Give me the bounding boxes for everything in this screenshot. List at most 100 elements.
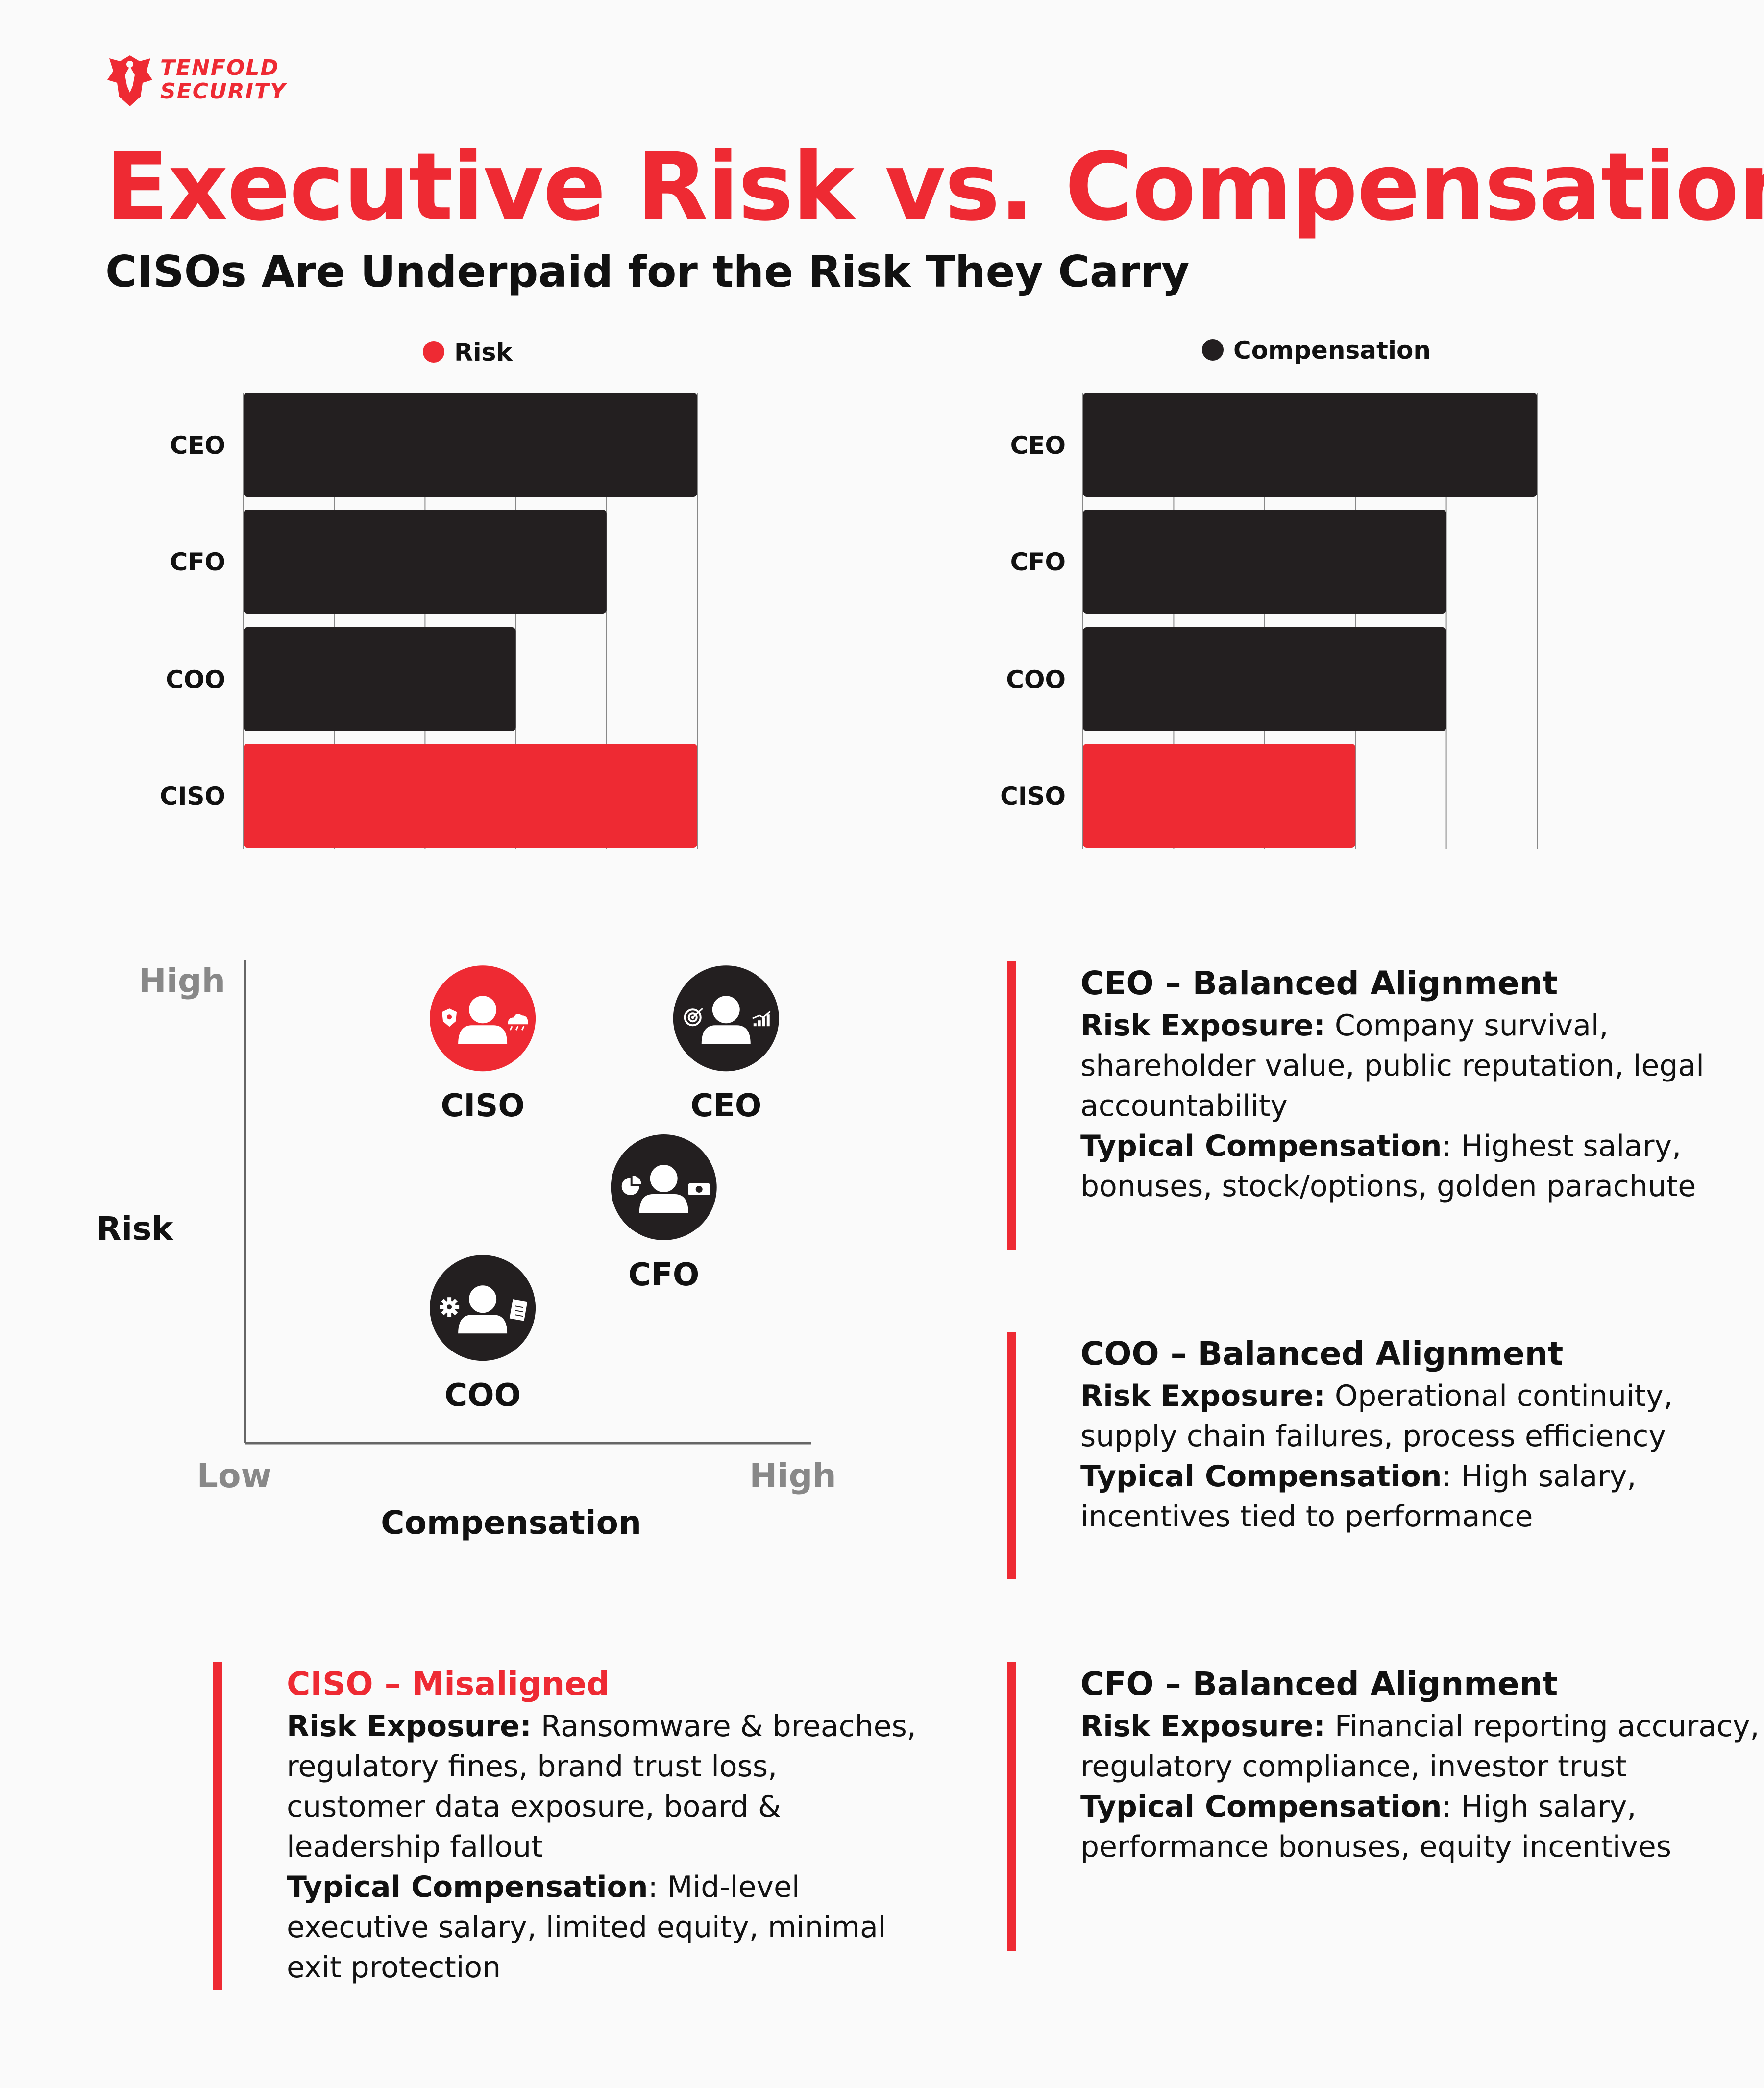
category-label-ceo: CEO xyxy=(170,431,225,460)
coo-card-risk: Risk Exposure: Operational continuity, s… xyxy=(1080,1379,1673,1453)
bar-chart-risk: Risk CEO CFO COO CISO xyxy=(160,338,698,849)
legend-label: Compensation xyxy=(1233,336,1431,365)
cash-icon xyxy=(688,1183,710,1195)
point-label-coo: COO xyxy=(444,1377,521,1414)
phoenix-shield-icon xyxy=(107,55,152,106)
point-ceo: CEO xyxy=(673,965,779,1124)
cloud-icon xyxy=(508,1014,528,1031)
growth-bar xyxy=(766,1014,770,1027)
point-ciso: CISO xyxy=(430,965,536,1124)
y-axis-high-label: High xyxy=(139,962,225,1001)
card-accent-bar xyxy=(213,1662,222,1990)
risk-compensation-scatter: High Risk Low High Compensation CISO CEO CFO COO xyxy=(97,960,836,1542)
point-cfo: CFO xyxy=(611,1134,717,1293)
category-label-ceo: CEO xyxy=(1010,431,1066,460)
category-label-cfo: CFO xyxy=(1010,548,1066,576)
page-title: Executive Risk vs. Compensation xyxy=(105,133,1764,241)
bar-charts: Risk CEO CFO COO CISO Compensation CEO CFO COO CI… xyxy=(160,336,1538,849)
point-coo: COO xyxy=(430,1255,536,1414)
x-axis-high-label: High xyxy=(749,1457,836,1496)
growth-bar xyxy=(753,1023,757,1027)
gear-icon xyxy=(440,1297,460,1317)
category-label-coo: COO xyxy=(166,665,225,694)
point-label-ciso: CISO xyxy=(441,1088,524,1124)
card-accent-bar xyxy=(1007,1332,1016,1579)
ciso-card: CISO – Misaligned Risk Exposure: Ransomw… xyxy=(213,1662,924,1990)
ceo-card-compensation: Typical Compensation: Highest salary, bo… xyxy=(1080,1129,1696,1204)
document-line xyxy=(514,1305,523,1308)
category-label-coo: COO xyxy=(1006,665,1066,694)
cfo-card-heading: CFO – Balanced Alignment xyxy=(1080,1665,1558,1703)
pie-slice xyxy=(621,1177,639,1195)
target-icon xyxy=(684,1008,703,1027)
shield-dot xyxy=(447,1014,452,1020)
cloud-shape xyxy=(508,1014,528,1025)
point-label-ceo: CEO xyxy=(690,1088,761,1124)
coo-card: COO – Balanced Alignment Risk Exposure: … xyxy=(1007,1332,1764,1579)
cfo-card-risk: Risk Exposure: Financial reporting accur… xyxy=(1080,1709,1760,1784)
card-accent-bar xyxy=(1007,1662,1016,1951)
cash-coin xyxy=(695,1185,703,1193)
person-icon xyxy=(469,1285,497,1313)
gear-hole xyxy=(447,1304,452,1310)
bar-ciso xyxy=(1083,744,1356,848)
cloud-rain xyxy=(509,1026,513,1031)
point-label-cfo: CFO xyxy=(628,1257,699,1293)
growth-chart-icon xyxy=(752,1011,771,1027)
legend: Compensation xyxy=(1202,336,1431,365)
ceo-card: CEO – Balanced Alignment Risk Exposure: … xyxy=(1007,961,1764,1250)
growth-line xyxy=(752,1011,771,1019)
brand-logo: TENFOLD SECURITY xyxy=(105,51,331,110)
person-icon xyxy=(469,996,497,1024)
cloud-rain xyxy=(521,1026,525,1031)
legend-swatch xyxy=(423,341,444,363)
legend-label: Risk xyxy=(454,338,513,367)
shield-icon xyxy=(442,1008,457,1027)
bar-ceo xyxy=(1083,393,1537,497)
bar-cfo xyxy=(244,510,607,614)
x-axis-low-label: Low xyxy=(197,1457,272,1496)
target-ring xyxy=(687,1012,698,1023)
gear-tooth xyxy=(447,1297,452,1302)
card-accent-bar xyxy=(1007,961,1016,1250)
bar-ciso xyxy=(244,744,697,848)
document-icon xyxy=(509,1299,528,1321)
document-line xyxy=(514,1310,523,1313)
ciso-card-heading: CISO – Misaligned xyxy=(287,1665,610,1703)
ciso-card-compensation: Typical Compensation: Mid-level executiv… xyxy=(287,1870,886,1985)
category-label-ciso: CISO xyxy=(160,782,225,811)
person-body xyxy=(458,1025,508,1044)
gear-tooth xyxy=(447,1312,452,1317)
pie-slice xyxy=(632,1175,641,1184)
target-ring xyxy=(684,1008,702,1027)
legend-swatch xyxy=(1202,339,1224,361)
category-label-cfo: CFO xyxy=(170,548,225,576)
logo-text-line2: SECURITY xyxy=(160,79,287,104)
coo-card-compensation: Typical Compensation: High salary, incen… xyxy=(1080,1459,1637,1534)
logo-text-line1: TENFOLD xyxy=(160,55,279,80)
person-icon xyxy=(712,996,740,1024)
growth-bar xyxy=(762,1017,765,1027)
page-subtitle: CISOs Are Underpaid for the Risk They Ca… xyxy=(105,246,1190,297)
person-icon xyxy=(650,1164,678,1192)
coo-card-heading: COO – Balanced Alignment xyxy=(1080,1335,1564,1373)
bar-cfo xyxy=(1083,510,1446,614)
cloud-rain xyxy=(515,1026,519,1031)
legend: Risk xyxy=(423,338,513,367)
cfo-card-compensation: Typical Compensation: High salary, perfo… xyxy=(1080,1790,1672,1864)
category-label-ciso: CISO xyxy=(1000,782,1066,811)
bar-coo xyxy=(1083,627,1446,731)
pie-chart-icon xyxy=(621,1175,641,1195)
ceo-card-heading: CEO – Balanced Alignment xyxy=(1080,964,1558,1002)
document-line xyxy=(514,1314,523,1317)
target-arrow xyxy=(692,1008,703,1018)
bar-coo xyxy=(244,627,516,731)
cfo-card: CFO – Balanced Alignment Risk Exposure: … xyxy=(1007,1662,1764,1951)
x-axis-title: Compensation xyxy=(381,1504,641,1542)
bar-ceo xyxy=(244,393,697,497)
person-body xyxy=(639,1194,688,1213)
ciso-card-risk: Risk Exposure: Ransomware & breaches, re… xyxy=(287,1709,916,1864)
ceo-card-risk: Risk Exposure: Company survival, shareho… xyxy=(1080,1008,1704,1123)
document-page xyxy=(509,1299,528,1321)
y-axis-title: Risk xyxy=(97,1210,174,1248)
